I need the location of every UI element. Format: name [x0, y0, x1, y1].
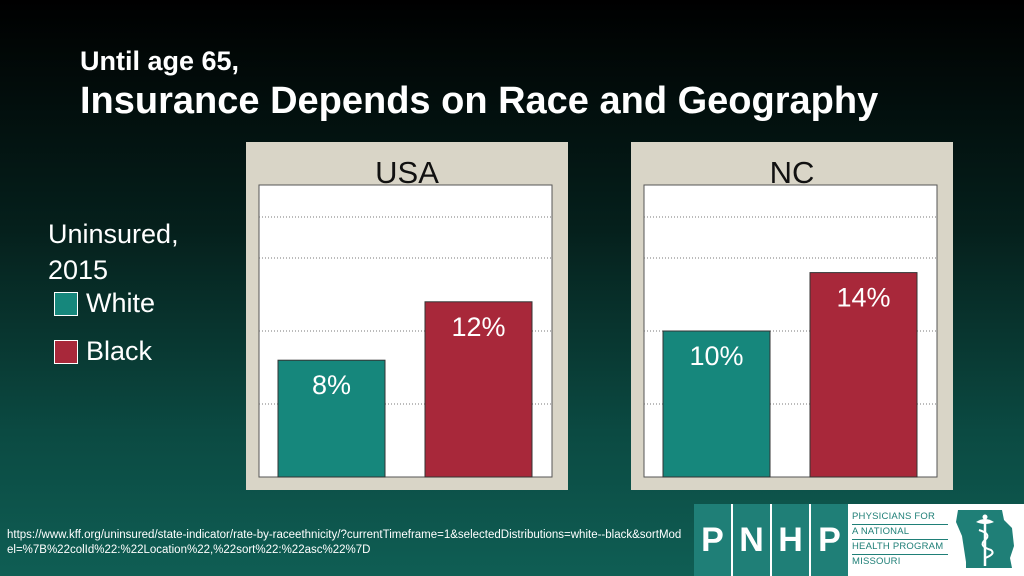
- legend-label-white: White: [86, 288, 156, 318]
- chart-title-nc: NC: [770, 155, 815, 190]
- chart-nc: NC 10% 14%: [643, 155, 938, 478]
- legend-label-black: Black: [86, 336, 153, 366]
- logo-tagline-line: PHYSICIANS FOR: [852, 510, 948, 525]
- logo-tagline-line: A NATIONAL: [852, 525, 948, 540]
- logo-tagline-line: HEALTH PROGRAM: [852, 540, 948, 555]
- pnhp-logo: P N H P PHYSICIANS FOR A NATIONAL HEALTH…: [694, 504, 1024, 576]
- bar-nc-black: [809, 272, 918, 478]
- legend-item-white: White: [54, 288, 155, 319]
- logo-letter-p1: P: [694, 504, 731, 576]
- source-footnote[interactable]: https://www.kff.org/uninsured/state-indi…: [7, 529, 682, 556]
- data-label-usa-white: 8%: [312, 370, 351, 400]
- data-label-nc-black: 14%: [836, 283, 890, 313]
- slide-title: Insurance Depends on Race and Geography: [80, 80, 879, 122]
- slide-subtitle: Until age 65,: [80, 46, 240, 76]
- chart-panel-nc: NC 10% 14%: [631, 142, 953, 490]
- legend-item-black: Black: [54, 336, 152, 367]
- logo-tagline-line: MISSOURI: [852, 556, 901, 567]
- legend-swatch-black: [54, 339, 78, 364]
- logo-tagline: PHYSICIANS FOR A NATIONAL HEALTH PROGRAM…: [852, 510, 948, 569]
- data-label-usa-black: 12%: [451, 312, 505, 342]
- chart-panel-usa: USA 8% 12%: [246, 142, 568, 490]
- chart-usa: USA 8% 12%: [258, 155, 553, 478]
- bar-nc-white: [662, 330, 771, 478]
- bar-usa-white: [277, 359, 386, 478]
- chart-title-usa: USA: [375, 155, 439, 190]
- missouri-caduceus-icon: [956, 510, 1014, 568]
- data-label-nc-white: 10%: [689, 341, 743, 371]
- logo-letter-p2: P: [811, 504, 848, 576]
- legend-title: Uninsured, 2015: [48, 219, 179, 285]
- logo-letter-h: H: [772, 504, 809, 576]
- bar-usa-black: [424, 301, 533, 478]
- legend-swatch-white: [54, 291, 78, 316]
- logo-letter-n: N: [733, 504, 770, 576]
